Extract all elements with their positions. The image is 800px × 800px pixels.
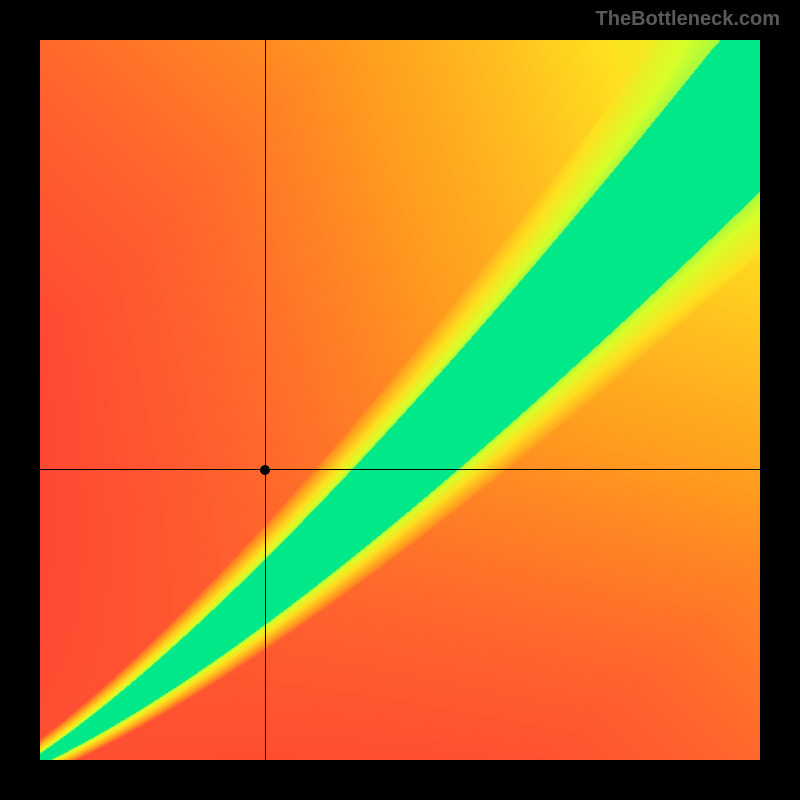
watermark-text: TheBottleneck.com	[596, 8, 780, 31]
plot-border-bottom	[0, 760, 800, 800]
heatmap-canvas	[40, 40, 760, 760]
crosshair-horizontal	[40, 469, 760, 470]
plot-border-right	[760, 0, 800, 800]
heatmap-plot	[40, 40, 760, 760]
plot-border-left	[0, 0, 40, 800]
crosshair-marker	[260, 465, 270, 475]
crosshair-vertical	[265, 40, 266, 760]
